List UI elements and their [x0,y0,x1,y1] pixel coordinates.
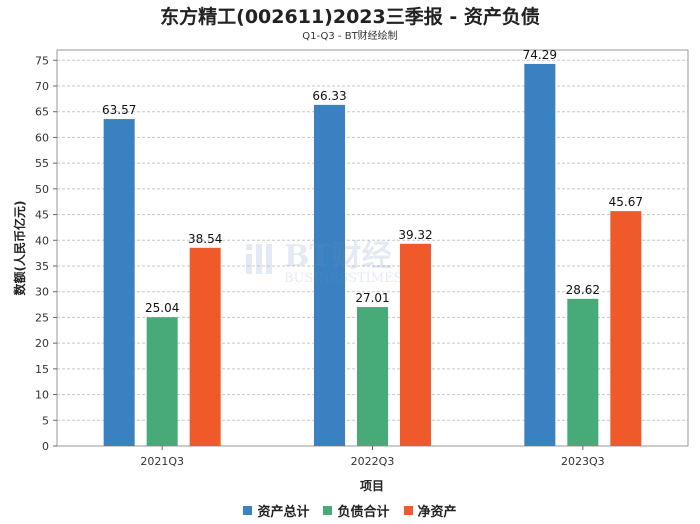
data-label: 39.32 [398,228,432,242]
bars [103,63,642,447]
data-label: 45.67 [609,195,643,209]
legend-item: 净资产 [403,501,457,520]
legend-swatch [243,506,253,515]
y-tick-label: 25 [35,311,49,324]
x-axis-title: 项目 [360,479,384,493]
y-tick-label: 35 [35,260,49,273]
y-tick-label: 30 [35,286,49,299]
chart-subtitle: Q1-Q3 - BT财经绘制 [302,31,398,42]
y-axis-ticks: 0 5 10 15 20 25 30 35 40 45 50 55 60 65 70 75 [35,54,57,453]
y-tick-label: 20 [35,337,49,350]
bar-0-2 [189,247,221,446]
x-tick-label: 2023Q3 [561,455,605,468]
data-label: 25.04 [145,301,179,315]
y-tick-label: 10 [35,389,49,402]
data-label: 66.33 [312,89,346,103]
data-label: 63.57 [102,103,136,117]
y-tick-label: 40 [35,234,49,247]
bar-0-0 [103,119,135,446]
legend-item: 负债合计 [323,501,390,520]
y-tick-label: 15 [35,363,49,376]
y-tick-label: 0 [42,440,49,453]
y-tick-label: 60 [35,131,49,144]
bar-1-0 [314,104,345,447]
data-label: 28.62 [566,283,600,297]
y-tick-label: 70 [35,80,49,93]
bar-1-1 [357,307,388,446]
legend: 资产总计 负债合计 净资产 [0,501,700,520]
data-label: 38.54 [188,232,222,246]
y-tick-label: 5 [42,414,49,427]
y-tick-label: 45 [35,209,49,222]
y-tick-label: 65 [35,106,49,119]
legend-swatch [323,506,333,515]
y-tick-label: 75 [35,54,49,67]
chart-title: 东方精工(002611)2023三季报 - 资产负债 [160,6,540,28]
x-tick-label: 2022Q3 [351,455,395,468]
bar-1-2 [400,243,431,446]
data-label: 74.29 [523,48,557,62]
y-axis-title: 数额(人民币亿元) [12,201,27,296]
legend-swatch [403,506,413,515]
bar-2-2 [610,211,642,446]
x-tick-label: 2021Q3 [140,455,184,468]
legend-label: 净资产 [417,505,457,520]
x-axis-ticks: 2021Q3 2022Q3 2023Q3 [140,446,605,468]
legend-item: 资产总计 [243,501,309,520]
bar-2-1 [567,298,599,446]
y-tick-label: 55 [35,157,49,170]
bar-2-0 [524,63,556,447]
legend-label: 负债合计 [337,505,390,520]
y-tick-label: 50 [35,183,49,196]
data-label: 27.01 [355,291,389,305]
bar-0-1 [146,317,178,446]
data-labels: 63.57 25.04 38.54 66.33 27.01 39.32 74.29 28.62… [102,48,643,315]
legend-label: 资产总计 [257,505,310,520]
